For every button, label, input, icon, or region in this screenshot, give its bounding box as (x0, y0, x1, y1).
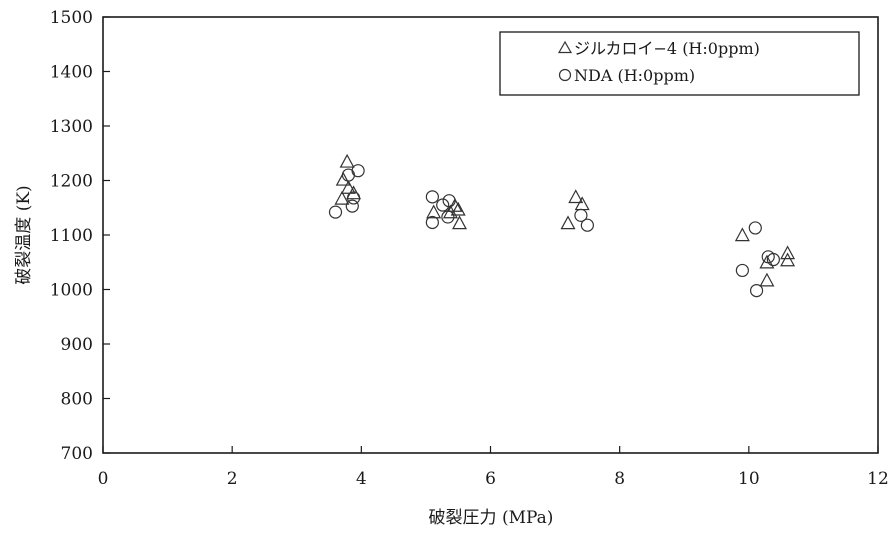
circle-point (442, 194, 456, 208)
x-axis: 0 2 4 6 8 10 12 (98, 446, 889, 489)
circle-point (328, 205, 343, 219)
triangle-point (334, 190, 350, 205)
triangle-point (568, 189, 584, 204)
y-axis: 700 800 900 1000 1100 1200 1300 1400 1500 (50, 8, 110, 464)
x-tick-label: 12 (867, 469, 889, 489)
triangle-point (335, 171, 351, 186)
triangle-point (447, 197, 463, 212)
triangle-point (734, 227, 750, 242)
data-points (328, 153, 796, 298)
circle-point (748, 221, 762, 235)
legend-box (499, 31, 860, 96)
triangle-point (450, 201, 466, 216)
legend-circle-marker (558, 68, 572, 82)
circle-point (346, 191, 361, 205)
x-axis-title: 破裂圧力 (MPa) (429, 508, 554, 528)
legend-triangle-marker (557, 40, 573, 54)
y-tick-label: 800 (61, 390, 93, 410)
circle-point (345, 199, 359, 213)
x-tick-label: 8 (614, 469, 625, 489)
x-tick-label: 0 (98, 469, 109, 489)
triangle-point (451, 215, 468, 230)
legend: ジルカロイ−4 (H:0ppm) NDA (H:0ppm) (499, 31, 860, 96)
y-tick-label: 700 (61, 444, 93, 464)
y-tick-label: 1400 (50, 63, 93, 83)
triangle-point (340, 179, 356, 194)
circle-point (436, 198, 450, 212)
circle-point (441, 210, 455, 224)
legend-label-zircaloy: ジルカロイ−4 (H:0ppm) (574, 39, 760, 58)
circle-point (766, 252, 780, 267)
triangle-point (560, 215, 576, 230)
triangle-point (339, 153, 355, 168)
circle-point (351, 164, 365, 178)
y-tick-label: 1100 (50, 226, 93, 246)
triangle-point (759, 272, 775, 287)
x-tick-label: 2 (227, 469, 238, 489)
x-tick-label: 4 (356, 469, 367, 489)
y-tick-label: 1200 (50, 172, 93, 192)
circle-point (425, 190, 439, 204)
circle-point (574, 208, 588, 222)
triangle-point (780, 252, 796, 267)
triangle-point (780, 245, 796, 260)
y-axis-title: 破裂温度 (K) (14, 185, 34, 284)
circle-point (749, 283, 764, 298)
circle-point (580, 218, 594, 232)
triangle-point (426, 204, 442, 219)
y-tick-label: 1300 (50, 117, 93, 137)
circle-point (735, 263, 749, 278)
y-tick-label: 900 (61, 335, 93, 355)
x-tick-label: 10 (738, 469, 760, 489)
y-tick-label: 1000 (50, 281, 93, 301)
x-tick-label: 6 (485, 469, 496, 489)
circle-point (425, 215, 439, 230)
legend-label-nda: NDA (H:0ppm) (574, 66, 695, 85)
triangle-point (574, 196, 590, 211)
y-tick-label: 1500 (50, 8, 93, 28)
